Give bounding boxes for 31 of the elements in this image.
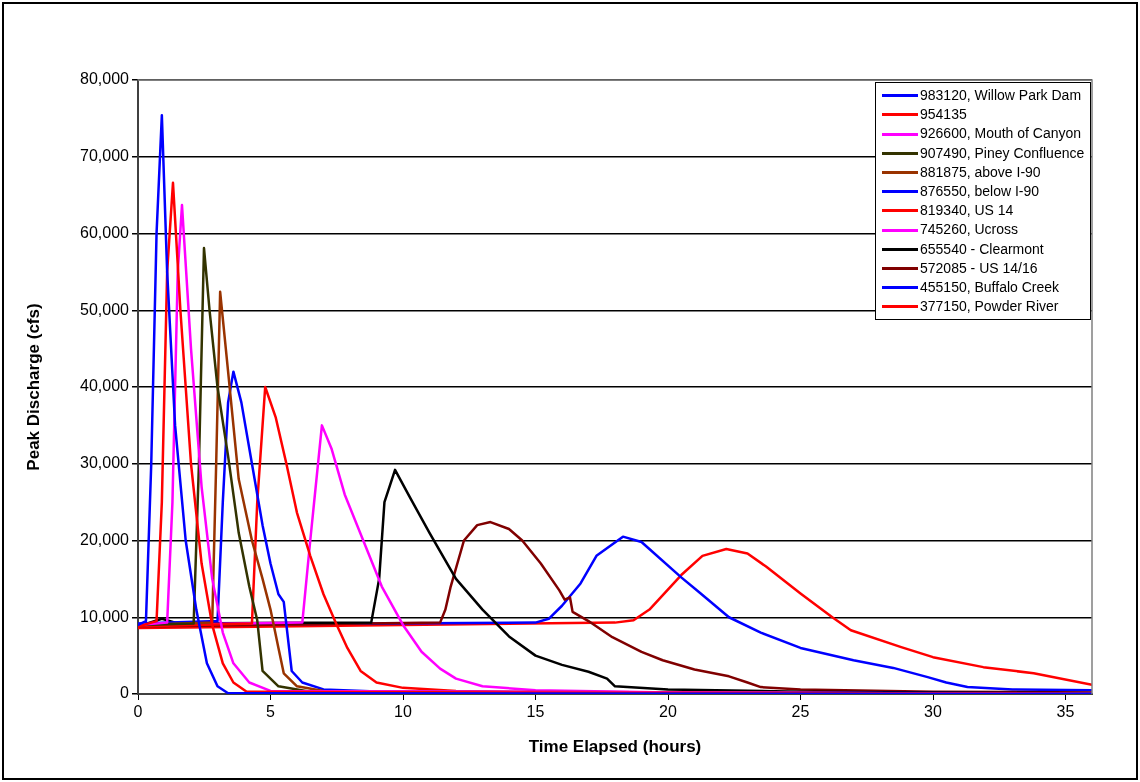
legend-label: 655540 - Clearmont bbox=[920, 239, 1044, 259]
legend-label: 926600, Mouth of Canyon bbox=[920, 124, 1082, 144]
x-tick-label: 20 bbox=[659, 703, 677, 721]
legend-label: 455150, Buffalo Creek bbox=[920, 278, 1060, 298]
x-tick-label: 10 bbox=[394, 703, 412, 721]
y-tick-label: 0 bbox=[120, 684, 130, 702]
y-tick-label: 50,000 bbox=[80, 300, 130, 318]
legend-label: 819340, US 14 bbox=[920, 201, 1014, 221]
legend-label: 377150, Powder River bbox=[920, 297, 1059, 317]
y-tick-label: 10,000 bbox=[80, 607, 130, 625]
x-axis-title: Time Elapsed (hours) bbox=[528, 737, 702, 757]
legend-label: 954135 bbox=[920, 105, 967, 125]
x-tick-label: 5 bbox=[266, 703, 276, 721]
x-tick-label: 15 bbox=[526, 703, 545, 721]
y-tick-label: 80,000 bbox=[80, 70, 130, 88]
legend-label: 983120, Willow Park Dam bbox=[920, 86, 1082, 105]
legend-label: 745260, Ucross bbox=[920, 220, 1019, 240]
y-tick-label: 60,000 bbox=[80, 223, 130, 241]
legend-label: 907490, Piney Confluence bbox=[920, 143, 1085, 163]
x-tick-label: 0 bbox=[133, 703, 143, 721]
x-tick-label: 35 bbox=[1056, 703, 1075, 721]
y-tick-label: 40,000 bbox=[80, 377, 130, 395]
y-axis-title: Peak Discharge (cfs) bbox=[23, 303, 43, 471]
legend-label: 881875, above I-90 bbox=[920, 162, 1041, 182]
y-tick-label: 30,000 bbox=[80, 454, 130, 472]
y-tick-label: 70,000 bbox=[80, 147, 130, 165]
legend-label: 876550, below I-90 bbox=[920, 182, 1040, 201]
y-tick-label: 20,000 bbox=[80, 530, 130, 548]
x-tick-label: 30 bbox=[924, 703, 942, 721]
legend-label: 572085 - US 14/16 bbox=[920, 258, 1038, 278]
x-tick-label: 25 bbox=[791, 703, 810, 721]
